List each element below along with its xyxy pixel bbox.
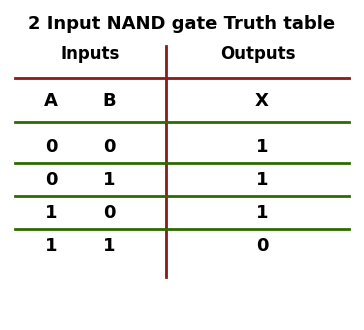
Text: 0: 0 bbox=[45, 171, 57, 189]
Text: 1: 1 bbox=[45, 204, 57, 222]
Text: 1: 1 bbox=[256, 204, 268, 222]
Text: Inputs: Inputs bbox=[60, 46, 120, 63]
Text: A: A bbox=[44, 92, 58, 110]
Text: 1: 1 bbox=[256, 171, 268, 189]
Text: 2 Input NAND gate Truth table: 2 Input NAND gate Truth table bbox=[28, 15, 336, 33]
Text: 0: 0 bbox=[103, 138, 115, 156]
Text: 1: 1 bbox=[103, 237, 115, 255]
Text: 0: 0 bbox=[45, 138, 57, 156]
Text: 0: 0 bbox=[256, 237, 268, 255]
Text: 0: 0 bbox=[103, 204, 115, 222]
Text: 1: 1 bbox=[103, 171, 115, 189]
Text: 1: 1 bbox=[256, 138, 268, 156]
Text: Outputs: Outputs bbox=[220, 46, 295, 63]
Text: B: B bbox=[102, 92, 116, 110]
Text: X: X bbox=[255, 92, 269, 110]
Text: 1: 1 bbox=[45, 237, 57, 255]
